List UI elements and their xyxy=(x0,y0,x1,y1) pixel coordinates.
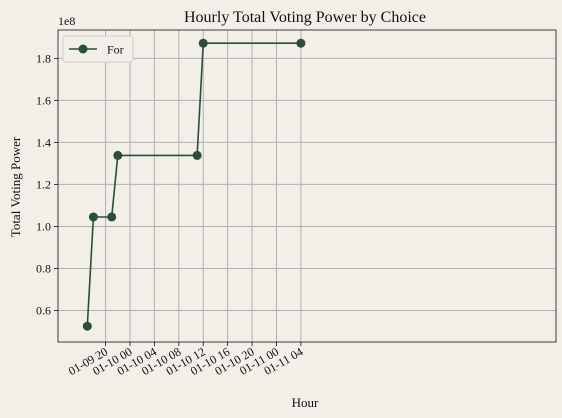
legend-frame xyxy=(62,35,134,63)
data-point xyxy=(88,212,98,222)
legend: For xyxy=(62,35,134,63)
x-axis-label: Hour xyxy=(292,395,319,410)
y-tick-label: 1.4 xyxy=(36,135,51,149)
y-tick-label: 1.0 xyxy=(36,219,51,233)
legend-marker-for xyxy=(78,44,88,54)
y-axis-ticks: 0.6 0.8 1.0 1.2 1.4 1.6 1.8 xyxy=(36,51,58,317)
y-tick-label: 1.6 xyxy=(36,93,51,107)
data-point xyxy=(192,150,202,160)
y-axis-label: Total Voting Power xyxy=(8,136,23,237)
chart-title: Hourly Total Voting Power by Choice xyxy=(184,9,426,26)
data-point xyxy=(82,321,92,331)
data-point xyxy=(113,150,123,160)
y-tick-label: 0.8 xyxy=(36,261,51,275)
data-point xyxy=(107,212,117,222)
grid xyxy=(58,30,556,342)
y-tick-label: 0.6 xyxy=(36,303,51,317)
y-axis-offset-label: 1e8 xyxy=(58,14,75,28)
series-layer xyxy=(82,38,306,331)
plot-frame xyxy=(57,29,557,343)
data-point xyxy=(296,38,306,48)
data-point xyxy=(198,38,208,48)
y-tick-label: 1.2 xyxy=(36,177,51,191)
y-tick-label: 1.8 xyxy=(36,51,51,65)
legend-label-for: For xyxy=(107,43,124,57)
plot-area xyxy=(58,30,556,342)
